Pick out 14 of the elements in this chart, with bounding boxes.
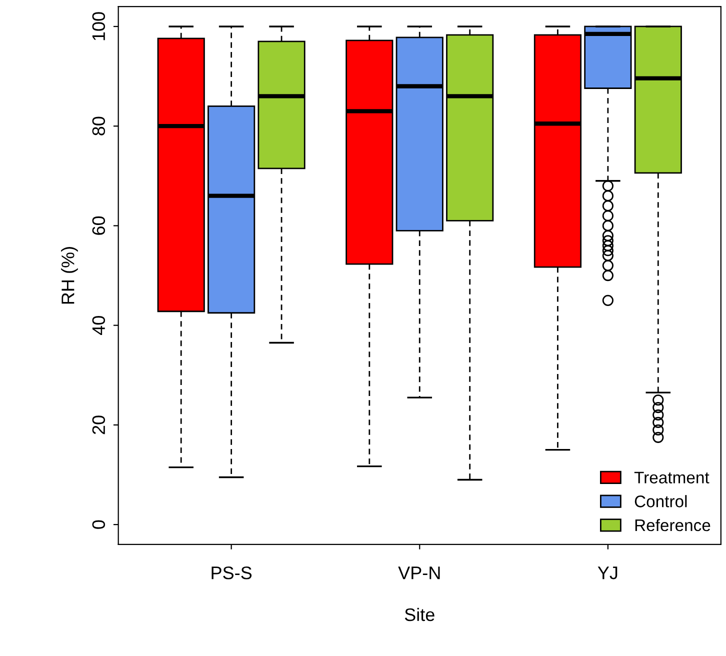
y-tick-label: 0	[92, 520, 106, 529]
x-tick-label: VP-N	[398, 566, 440, 580]
x-tick-label: YJ	[598, 566, 618, 580]
y-tick-label: 40	[92, 316, 106, 335]
y-tick-label: 60	[92, 216, 106, 235]
y-tick-label: 100	[92, 12, 106, 40]
y-tick-label: 80	[92, 116, 106, 136]
y-axis-title: RH (%)	[61, 247, 78, 304]
x-axis-title: Site	[404, 608, 434, 622]
x-tick-label: PS-S	[212, 566, 252, 580]
y-tick-label: 20	[92, 416, 106, 434]
legend-label: Treatment	[634, 472, 710, 484]
legend-label: Reference	[635, 518, 710, 532]
legend-label: Control	[634, 495, 687, 508]
